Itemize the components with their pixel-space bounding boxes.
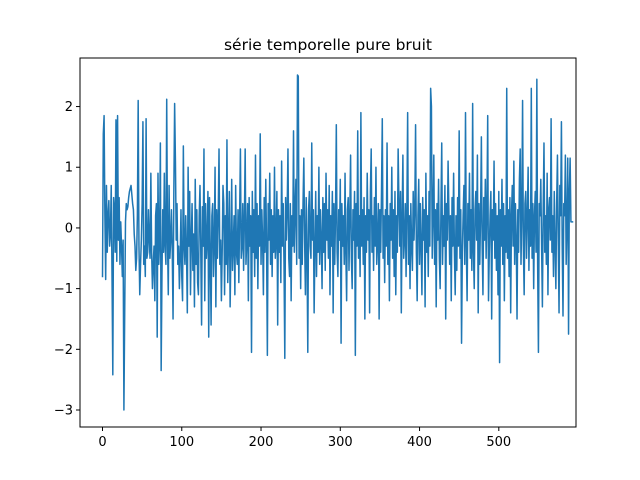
y-tick-label: −2: [54, 343, 73, 358]
chart-title: série temporelle pure bruit: [224, 36, 432, 54]
y-tick-label: 2: [65, 100, 73, 115]
x-axis: 0 100 200 300 400 500: [98, 427, 511, 450]
x-tick-label: 500: [486, 435, 511, 450]
y-tick-label: −1: [54, 282, 73, 297]
x-tick-label: 200: [249, 435, 274, 450]
x-tick-label: 400: [407, 435, 432, 450]
series-line-0: [101, 74, 574, 411]
y-tick-label: −3: [54, 404, 73, 419]
x-tick-label: 0: [98, 435, 106, 450]
y-tick-label: 1: [65, 161, 73, 176]
x-tick-label: 100: [169, 435, 194, 450]
axes-frame: [79, 57, 577, 428]
x-tick-label: 300: [328, 435, 353, 450]
series-layer: [101, 74, 574, 411]
y-axis: −3 −2 −1 0 1 2: [54, 100, 80, 419]
plot-area: [79, 57, 577, 428]
y-tick-label: 0: [65, 221, 73, 236]
